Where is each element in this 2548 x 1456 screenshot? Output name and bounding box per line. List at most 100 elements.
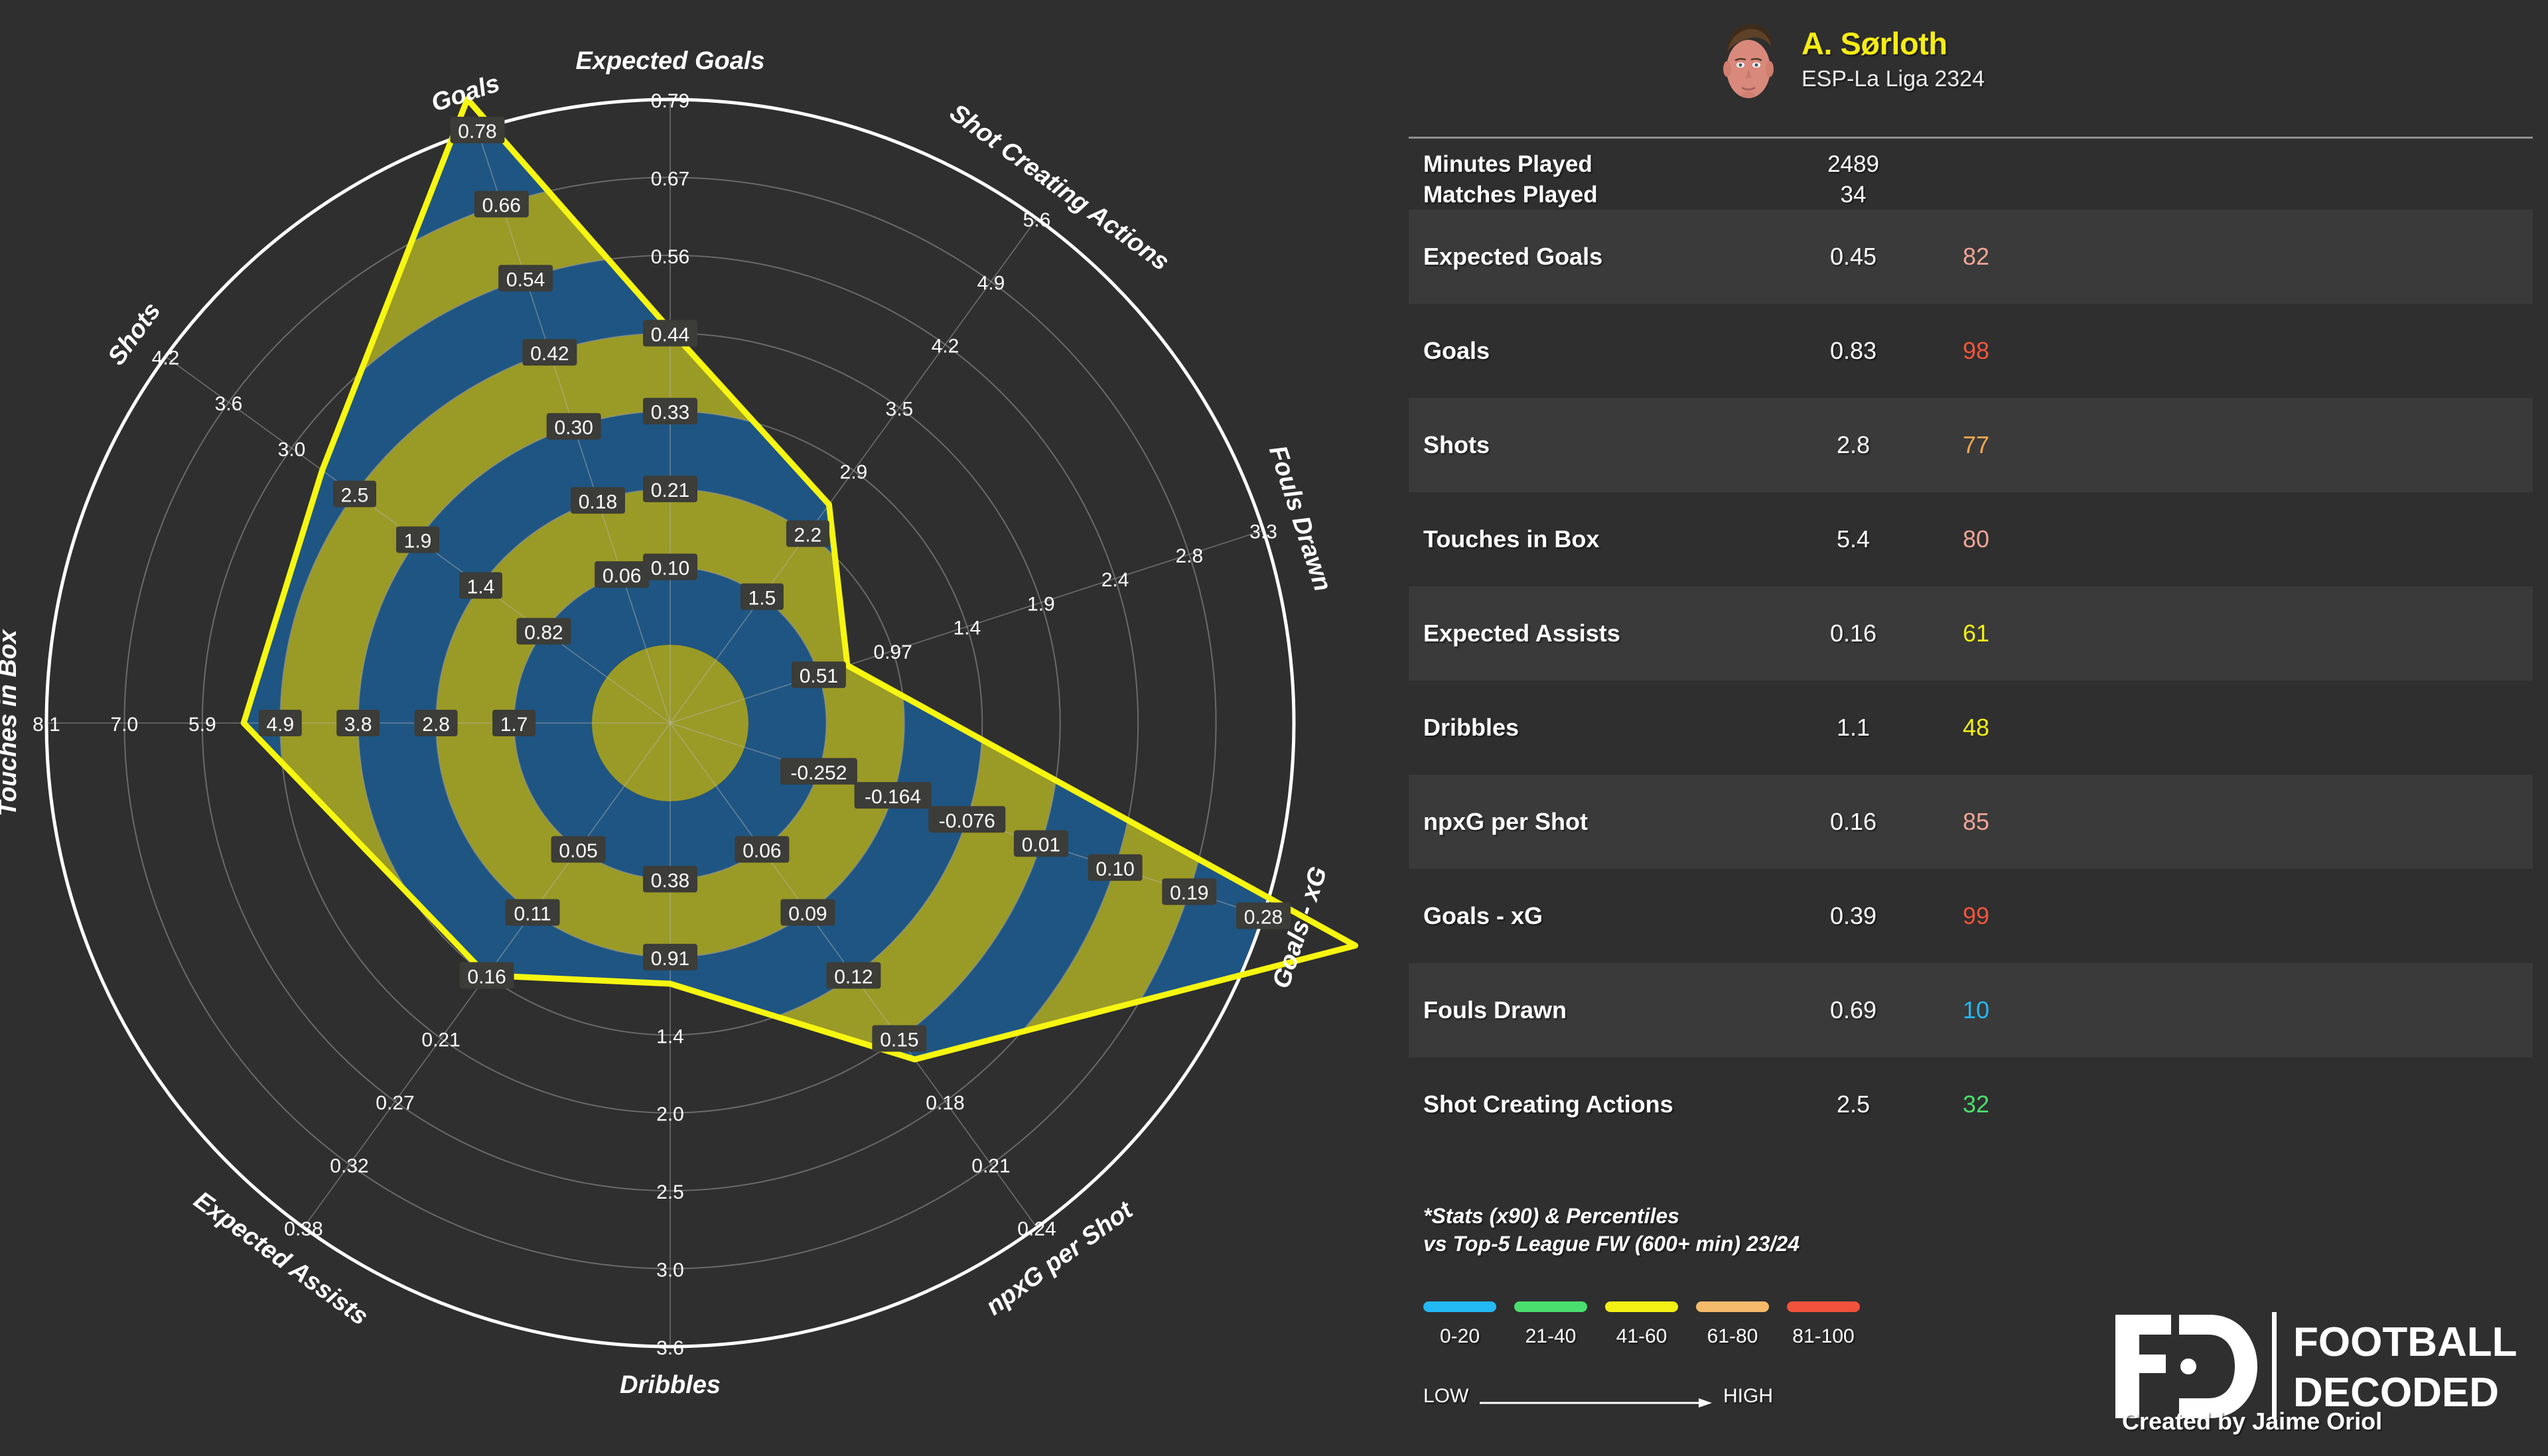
radar-tick-label: 0.78 [450,117,505,143]
stat-name: Shots [1423,431,1490,458]
svg-text:0.12: 0.12 [834,966,873,988]
radar-tick-label: 0.09 [780,899,835,926]
radar-tick-label: -0.252 [780,758,857,785]
stats-panel: A. Sørloth ESP-La Liga 2324 Minutes Play… [1393,0,2548,1456]
footnote-line: vs Top-5 League FW (600+ min) 23/24 [1423,1232,1800,1256]
svg-text:0.38: 0.38 [284,1219,322,1240]
stats-table: Expected Goals 0.45 82 Goals 0.83 98 Shots 2.8 7… [1409,210,2533,1152]
stat-row: Expected Goals 0.45 82 [1409,210,2533,304]
radar-tick-label: 0.28 [1236,902,1291,929]
radar-axis-label: Dribbles [620,1371,721,1399]
radar-tick-label: -0.076 [928,806,1006,833]
stat-row: Touches in Box 5.4 80 [1409,492,2533,586]
svg-text:0.19: 0.19 [1170,882,1208,904]
svg-text:2.9: 2.9 [840,462,868,484]
svg-text:5.6: 5.6 [1023,210,1051,232]
brand-byline: Created by Jaime Oriol [2122,1408,2383,1435]
svg-text:npxG per Shot: npxG per Shot [981,1196,1139,1321]
svg-text:0.24: 0.24 [1017,1219,1056,1240]
radar-center-disc [592,645,748,801]
summary-value: 34 [1840,182,1867,208]
radar-tick-label: 0.05 [551,836,606,863]
radar-tick-label: 5.9 [188,714,216,736]
legend-label: 61-80 [1707,1325,1758,1347]
svg-text:1.4: 1.4 [656,1026,684,1047]
radar-tick-label: 1.4 [953,618,981,639]
svg-text:0.10: 0.10 [1096,858,1134,880]
svg-text:0.09: 0.09 [788,903,827,925]
radar-tick-label: 0.51 [791,661,846,689]
svg-text:3.8: 3.8 [344,714,372,736]
stat-name: Dribbles [1423,714,1520,741]
radar-tick-label: 0.82 [516,618,571,645]
legend-swatch [1696,1301,1769,1312]
stat-name: Touches in Box [1423,525,1600,553]
radar-tick-label: 0.21 [421,1029,460,1051]
svg-text:0.01: 0.01 [1022,834,1060,856]
svg-text:-0.164: -0.164 [865,786,921,808]
radar-tick-label: 0.32 [330,1156,368,1177]
stat-percentile: 98 [1963,337,1990,364]
svg-text:0.97: 0.97 [873,641,912,663]
svg-text:1.5: 1.5 [748,588,776,610]
stat-name: Goals [1423,337,1490,364]
legend-label: 81-100 [1792,1325,1855,1347]
stat-row: Dribbles 1.1 48 [1409,681,2533,775]
stat-value: 0.83 [1829,337,1877,364]
radar-tick-label: 4.9 [258,710,302,736]
summary-label: Minutes Played [1423,151,1592,177]
radar-tick-label: 0.11 [505,899,560,926]
radar-tick-label: 2.9 [840,462,868,484]
scale-low-label: LOW [1423,1385,1469,1407]
radar-tick-label: 0.67 [651,168,689,190]
stat-value: 0.45 [1829,243,1877,270]
svg-text:0.33: 0.33 [651,402,689,424]
legend-swatch [1787,1301,1860,1312]
stat-name: Expected Goals [1423,243,1603,270]
stat-value: 0.16 [1829,808,1877,835]
radar-gridline [123,176,1217,1270]
stat-percentile: 82 [1963,243,1990,270]
radar-tick-label: 0.18 [571,487,625,514]
svg-text:0.16: 0.16 [467,966,506,988]
svg-text:0.42: 0.42 [530,343,569,365]
radar-tick-label: 0.15 [872,1025,927,1052]
svg-text:Shot Creating Actions: Shot Creating Actions [944,99,1174,277]
radar-tick-label: 1.9 [1027,593,1055,615]
svg-text:3.6: 3.6 [656,1337,684,1359]
radar-tick-label: 3.0 [278,439,306,461]
svg-text:0.28: 0.28 [1244,907,1283,929]
radar-axis-label: Expected Goals [575,47,764,75]
svg-text:0.15: 0.15 [880,1029,918,1051]
svg-text:3.0: 3.0 [278,439,306,461]
stat-value: 0.39 [1829,902,1877,929]
svg-text:0.21: 0.21 [971,1156,1010,1177]
svg-text:2.8: 2.8 [422,714,450,736]
radar-tick-label: 2.5 [656,1181,684,1203]
svg-text:Expected Assists: Expected Assists [188,1186,373,1331]
stat-percentile: 85 [1963,808,1990,835]
radar-tick-label: 0.06 [735,836,790,863]
radar-tick-label: 1.4 [656,1026,684,1047]
svg-text:Dribbles: Dribbles [620,1371,721,1399]
svg-text:0.06: 0.06 [743,840,781,862]
svg-text:1.7: 1.7 [500,714,528,736]
legend-item: 0-20 [1423,1301,1496,1348]
radar-gridline [201,254,1139,1192]
svg-text:3.5: 3.5 [886,399,914,421]
radar-tick-label: 0.97 [873,641,912,663]
radar-tick-label: 0.10 [643,553,697,580]
radar-tick-label: 0.27 [376,1092,414,1114]
radar-tick-label: 0.12 [826,962,881,989]
stat-value: 2.8 [1836,431,1871,458]
svg-text:0.21: 0.21 [651,480,689,501]
svg-text:1.9: 1.9 [1027,593,1055,615]
football-decoded-logo: FOOTBALL DECODED [2115,1312,2517,1418]
radar-tick-label: 1.4 [459,572,502,599]
stat-percentile: 10 [1963,996,1990,1024]
radar-band [514,566,827,880]
svg-text:-0.252: -0.252 [790,762,847,784]
stat-percentile: 77 [1963,431,1990,458]
svg-text:2.5: 2.5 [341,485,369,507]
stat-name: Shot Creating Actions [1423,1091,1673,1118]
